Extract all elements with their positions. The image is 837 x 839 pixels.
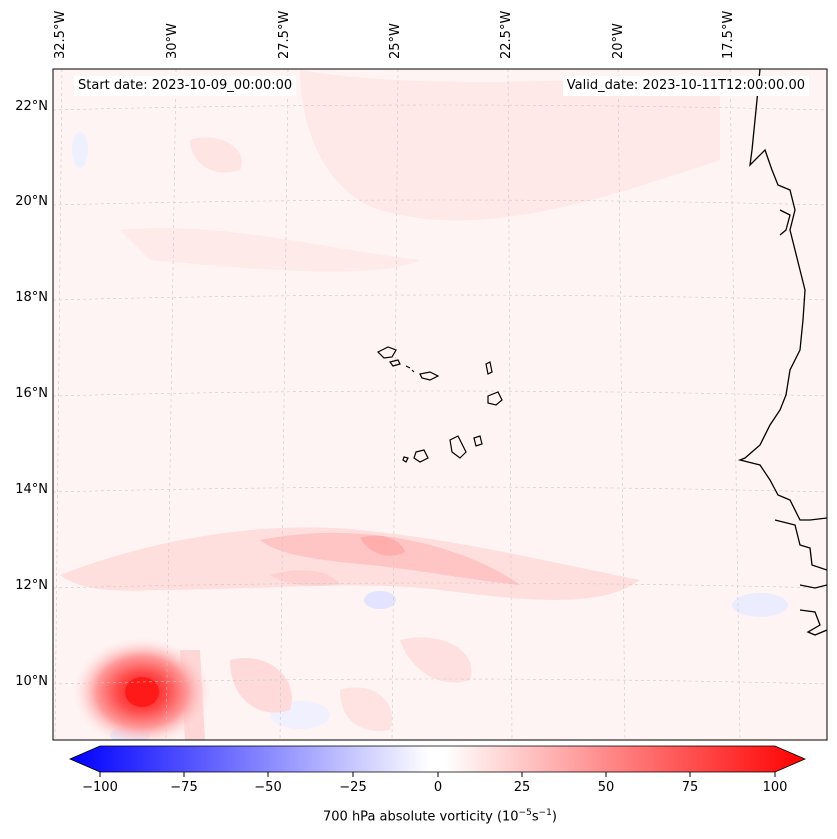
colorbar-label-exp2: −1 bbox=[538, 808, 552, 818]
graticule bbox=[53, 69, 827, 740]
lon-label: 20°W bbox=[611, 23, 626, 59]
coastline bbox=[737, 69, 827, 636]
colorbar-label-suffix: ) bbox=[551, 809, 557, 825]
lon-label: 27.5°W bbox=[277, 10, 292, 59]
lat-label: 16°N bbox=[15, 386, 48, 401]
colorbar-tick: 0 bbox=[433, 780, 443, 795]
lon-label: 25°W bbox=[388, 23, 403, 59]
colorbar-tick: −100 bbox=[82, 780, 118, 795]
colorbar-tick: −50 bbox=[254, 780, 282, 795]
colorbar-label-exp1: −5 bbox=[518, 808, 532, 818]
lon-label: 22.5°W bbox=[499, 10, 514, 59]
lat-label: 22°N bbox=[15, 99, 48, 114]
colorbar-label-prefix: 700 hPa absolute vorticity (10 bbox=[323, 809, 519, 825]
colorbar-tick: 25 bbox=[513, 780, 531, 795]
colorbar-tick: −75 bbox=[170, 780, 198, 795]
cabo-verde-islands bbox=[376, 346, 503, 463]
lon-label: 32.5°W bbox=[53, 10, 68, 59]
colorbar-tick: −25 bbox=[339, 780, 367, 795]
colorbar-tick: 100 bbox=[762, 780, 788, 795]
lat-label: 18°N bbox=[15, 290, 48, 305]
start-date-label: Start date: 2023-10-09_00:00:00 bbox=[74, 76, 297, 96]
colorbar-tick: 75 bbox=[681, 780, 699, 795]
lat-label: 14°N bbox=[15, 482, 48, 497]
lat-label: 10°N bbox=[15, 674, 48, 689]
colorbar-label: 700 hPa absolute vorticity (10−5s−1) bbox=[0, 808, 837, 824]
colorbar-label-mid: s bbox=[531, 809, 539, 825]
vorticity-field bbox=[53, 69, 827, 740]
lon-label: 30°W bbox=[165, 23, 180, 59]
valid-date-label: Valid_date: 2023-10-11T12:00:00.00 bbox=[562, 76, 809, 96]
colorbar-tick: 50 bbox=[597, 780, 615, 795]
map-frame bbox=[52, 68, 828, 741]
lat-label: 20°N bbox=[15, 194, 48, 209]
colorbar bbox=[68, 745, 807, 777]
lon-label: 17.5°W bbox=[721, 10, 736, 59]
lat-label: 12°N bbox=[15, 578, 48, 593]
